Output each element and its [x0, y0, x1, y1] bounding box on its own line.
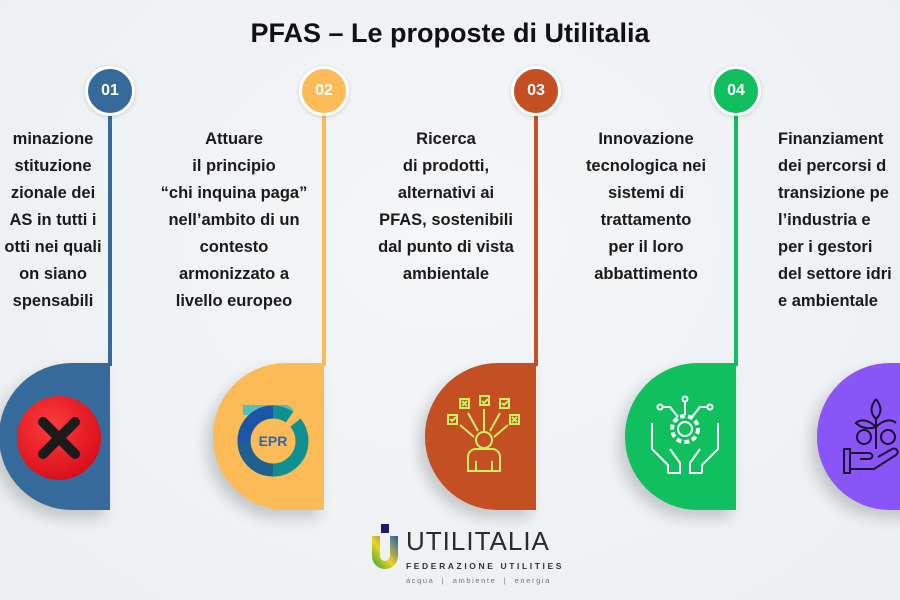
step-description: Innovazione tecnologica nei sistemi di t…: [585, 130, 707, 283]
step-connector-line: [534, 116, 538, 366]
epr-label: EPR: [259, 433, 288, 449]
step-description: minazione stituzione zionale dei AS in t…: [4, 130, 102, 310]
utilitalia-logo: UTILITALIA FEDERAZIONE UTILITIES acqua |…: [370, 522, 570, 594]
step-number-badge: 03: [511, 66, 561, 116]
logo-name: UTILITALIA: [406, 526, 550, 556]
step-description: Ricerca di prodotti, alternativi ai PFAS…: [378, 130, 514, 283]
utilitalia-logo-mark: [372, 524, 398, 569]
red-x-icon: [14, 393, 104, 483]
step-connector-line: [734, 116, 738, 366]
logo-subtitle: FEDERAZIONE UTILITIES: [406, 561, 565, 571]
step-description: Attuare il principio “chi inquina paga” …: [160, 130, 308, 310]
hand-plant-money-icon: [824, 393, 900, 483]
step-number-badge: 01: [85, 66, 135, 116]
logo-tagline: acqua | ambiente | energia: [406, 576, 551, 585]
page-title: PFAS – Le proposte di Utilitalia: [250, 18, 650, 48]
hands-gear-icon: [640, 393, 730, 483]
step-number-badge: 04: [711, 66, 761, 116]
step-icon-panel: [425, 363, 536, 510]
step-description: Finanziament dei percorsi d transizione …: [778, 130, 892, 310]
person-choices-icon: [440, 393, 530, 483]
step-connector-line: [322, 116, 326, 366]
step-number-badge: 02: [299, 66, 349, 116]
step-connector-line: [108, 116, 112, 366]
epr-cycle-icon: EPR: [228, 393, 318, 483]
